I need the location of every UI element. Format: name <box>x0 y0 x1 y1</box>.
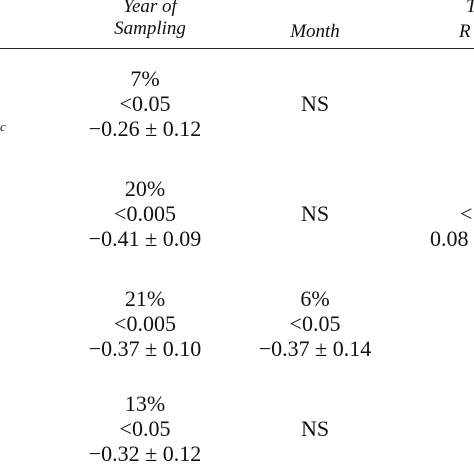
header-clipped-line2: R <box>459 21 471 42</box>
row2-month-cell: NS <box>300 201 330 226</box>
row1-year-pvalue: <0.05 <box>119 91 171 116</box>
row4-year-percent: 13% <box>124 391 166 416</box>
row4-year-coef: −0.32 ± 0.12 <box>88 441 202 466</box>
row3-month-percent: 6% <box>300 286 330 311</box>
header-year-line2: Sampling <box>114 18 186 39</box>
header-year-line1: Year of <box>123 0 177 17</box>
row2-clipped-coef: 0.08 <box>430 226 469 251</box>
header-clipped-line1: T <box>466 0 474 18</box>
row-label-fragment: c <box>0 119 6 134</box>
row1-year-percent: 7% <box>130 66 160 91</box>
row4-year-pvalue: <0.05 <box>119 416 171 441</box>
row1-year-coef: −0.26 ± 0.12 <box>88 116 202 141</box>
row4-month-cell: NS <box>300 416 330 441</box>
header-rule <box>0 48 474 49</box>
row3-month-coef: −0.37 ± 0.14 <box>258 336 372 361</box>
header-month: Month <box>290 21 340 42</box>
row2-clipped-pvalue: < <box>460 201 473 226</box>
row3-year-coef: −0.37 ± 0.10 <box>88 336 202 361</box>
row3-year-pvalue: <0.005 <box>114 311 176 336</box>
row3-year-percent: 21% <box>124 286 166 311</box>
row3-month-pvalue: <0.05 <box>289 311 341 336</box>
header-year-of-sampling: Year of Sampling <box>85 0 215 40</box>
row1-year-cell: 7% <0.05 −0.26 ± 0.12 <box>55 66 235 141</box>
row2-year-cell: 20% <0.005 −0.41 ± 0.09 <box>55 176 235 251</box>
row3-month-cell: 6% <0.05 −0.37 ± 0.14 <box>220 286 410 361</box>
row2-year-percent: 20% <box>124 176 166 201</box>
row2-year-coef: −0.41 ± 0.09 <box>88 226 202 251</box>
row3-year-cell: 21% <0.005 −0.37 ± 0.10 <box>55 286 235 361</box>
row4-year-cell: 13% <0.05 −0.32 ± 0.12 <box>55 391 235 466</box>
row2-year-pvalue: <0.005 <box>114 201 176 226</box>
row1-month-cell: NS <box>300 91 330 116</box>
